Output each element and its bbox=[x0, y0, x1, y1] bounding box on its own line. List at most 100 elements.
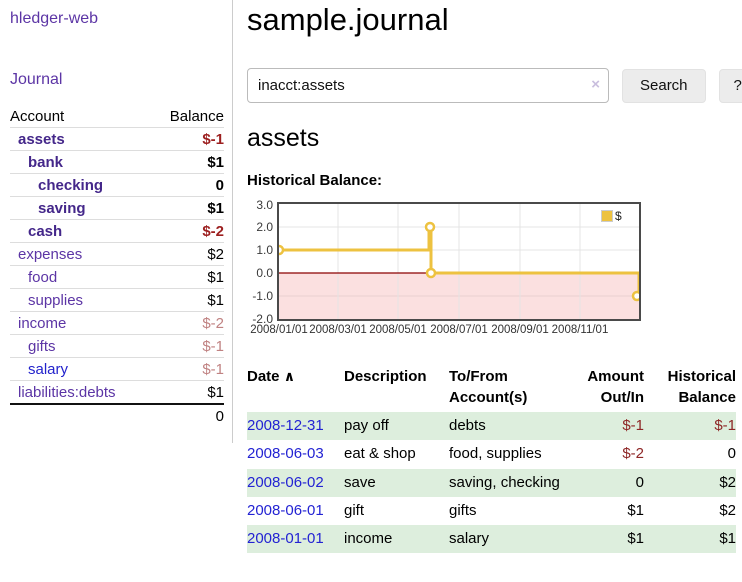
y-tick: 2.0 bbox=[256, 220, 273, 234]
account-row: saving $1 bbox=[10, 196, 224, 220]
data-point bbox=[425, 267, 437, 279]
x-tick: 2008/07/01 bbox=[430, 324, 488, 336]
txn-balance: 0 bbox=[727, 445, 736, 463]
account-balance: $1 bbox=[151, 288, 224, 312]
account-row: liabilities:debts $1 bbox=[10, 380, 224, 404]
account-balance: $-2 bbox=[151, 219, 224, 243]
txn-date-link[interactable]: 2008-12-31 bbox=[247, 417, 324, 434]
account-link-assets[interactable]: assets bbox=[18, 131, 65, 148]
search-input[interactable] bbox=[247, 68, 609, 103]
chart-plot-area[interactable] bbox=[277, 202, 641, 321]
account-balance: $1 bbox=[151, 196, 224, 220]
search-bar: × Search ? bbox=[247, 68, 742, 103]
txn-amount: $1 bbox=[627, 501, 644, 519]
y-tick: 0.0 bbox=[256, 266, 273, 280]
chart-legend: $ bbox=[599, 208, 624, 224]
y-tick: 1.0 bbox=[256, 243, 273, 257]
register-row[interactable]: 2008-06-01 gift gifts $1 $2 bbox=[247, 497, 736, 525]
search-button[interactable]: Search bbox=[622, 68, 706, 103]
y-tick: -1.0 bbox=[252, 289, 273, 303]
account-heading: assets bbox=[247, 124, 320, 152]
txn-date-link[interactable]: 2008-06-01 bbox=[247, 501, 324, 519]
txn-date-link[interactable]: 2008-06-03 bbox=[247, 445, 324, 463]
txn-amount: 0 bbox=[574, 468, 644, 497]
account-link-saving[interactable]: saving bbox=[38, 200, 86, 217]
data-point bbox=[424, 221, 436, 233]
column-description: Description bbox=[344, 368, 427, 385]
account-link-salary[interactable]: salary bbox=[28, 361, 69, 378]
data-point bbox=[631, 290, 639, 302]
txn-description: pay off bbox=[344, 412, 449, 441]
account-balance: $-1 bbox=[151, 127, 224, 151]
account-row: cash $-2 bbox=[10, 219, 224, 243]
txn-date-link[interactable]: 2008-01-01 bbox=[247, 530, 324, 547]
txn-accounts: gifts bbox=[449, 501, 477, 519]
txn-balance: $1 bbox=[644, 525, 736, 554]
account-row: gifts $-1 bbox=[10, 334, 224, 358]
register-header-row: Date ∧ Description To/From Account(s) Am… bbox=[247, 364, 736, 412]
account-link-food[interactable]: food bbox=[28, 269, 58, 286]
account-row: supplies $1 bbox=[10, 288, 224, 312]
txn-amount: $-2 bbox=[622, 445, 644, 463]
chart-canvas bbox=[279, 204, 639, 319]
txn-description: eat & shop bbox=[344, 445, 416, 463]
sidebar-item-journal[interactable]: Journal bbox=[10, 71, 63, 88]
clear-search-icon[interactable]: × bbox=[591, 76, 600, 93]
data-point bbox=[279, 244, 285, 256]
txn-balance: $-1 bbox=[644, 412, 736, 441]
txn-date-link[interactable]: 2008-06-02 bbox=[247, 473, 324, 491]
account-row: assets $-1 bbox=[10, 127, 224, 151]
register-row[interactable]: 2008-06-02 save saving, checking 0 $2 bbox=[247, 468, 736, 497]
txn-balance: $2 bbox=[644, 468, 736, 497]
register-table: Date ∧ Description To/From Account(s) Am… bbox=[247, 364, 736, 554]
account-balance: $-1 bbox=[151, 357, 224, 381]
account-balance: $1 bbox=[151, 380, 224, 404]
sidebar: hledger-web Journal Account Balance asse… bbox=[0, 0, 233, 443]
x-tick: 2008/03/01 bbox=[309, 324, 367, 336]
sort-asc-icon: ∧ bbox=[283, 368, 296, 384]
account-link-checking[interactable]: checking bbox=[38, 177, 104, 194]
main-content: sample.journal × Search ? assets Histori… bbox=[233, 0, 742, 554]
account-link-income[interactable]: income bbox=[18, 315, 67, 332]
brand-link[interactable]: hledger-web bbox=[10, 10, 99, 27]
chart-title: Historical Balance: bbox=[247, 172, 383, 189]
page-title: sample.journal bbox=[247, 2, 449, 37]
account-link-expenses[interactable]: expenses bbox=[18, 246, 83, 263]
column-date[interactable]: Date ∧ bbox=[247, 368, 296, 385]
column-accounts: To/From Account(s) bbox=[449, 368, 528, 406]
account-link-bank[interactable]: bank bbox=[28, 154, 64, 171]
account-row: salary $-1 bbox=[10, 357, 224, 381]
accounts-header-account: Account bbox=[10, 108, 65, 125]
account-balance: $1 bbox=[151, 150, 224, 174]
x-tick: 2008/01/01 bbox=[250, 324, 308, 336]
y-tick: -2.0 bbox=[252, 312, 273, 326]
page: hledger-web Journal Account Balance asse… bbox=[0, 0, 742, 554]
txn-accounts: salary bbox=[449, 525, 574, 554]
x-tick: 2008/11/01 bbox=[551, 324, 609, 336]
column-balance: Historical Balance bbox=[667, 368, 736, 406]
account-balance: $1 bbox=[151, 265, 224, 289]
txn-accounts: saving, checking bbox=[449, 468, 574, 497]
accounts-header-balance: Balance bbox=[169, 108, 224, 125]
account-link-supplies[interactable]: supplies bbox=[28, 292, 84, 309]
accounts-table: Account Balance assets $-1 bank $1 check… bbox=[10, 105, 224, 427]
register-row[interactable]: 2008-06-03 eat & shop food, supplies $-2… bbox=[247, 440, 736, 468]
accounts-total-row: 0 bbox=[10, 403, 224, 427]
column-amount: Amount Out/In bbox=[587, 368, 644, 406]
register-row[interactable]: 2008-01-01 income salary $1 $1 bbox=[247, 525, 736, 554]
y-tick: 3.0 bbox=[256, 198, 273, 212]
register-row[interactable]: 2008-12-31 pay off debts $-1 $-1 bbox=[247, 412, 736, 441]
account-row: expenses $2 bbox=[10, 242, 224, 266]
account-balance: $-2 bbox=[151, 311, 224, 335]
account-link-liabilities-debts[interactable]: liabilities:debts bbox=[18, 384, 116, 401]
account-link-cash[interactable]: cash bbox=[28, 223, 63, 240]
txn-description: income bbox=[344, 525, 449, 554]
account-row: income $-2 bbox=[10, 311, 224, 335]
txn-accounts: food, supplies bbox=[449, 445, 542, 463]
help-button[interactable]: ? bbox=[718, 68, 742, 103]
account-link-gifts[interactable]: gifts bbox=[28, 338, 56, 355]
x-tick: 2008/09/01 bbox=[491, 324, 549, 336]
legend-label: $ bbox=[615, 209, 622, 223]
txn-description: save bbox=[344, 468, 449, 497]
txn-amount: $-1 bbox=[574, 412, 644, 441]
